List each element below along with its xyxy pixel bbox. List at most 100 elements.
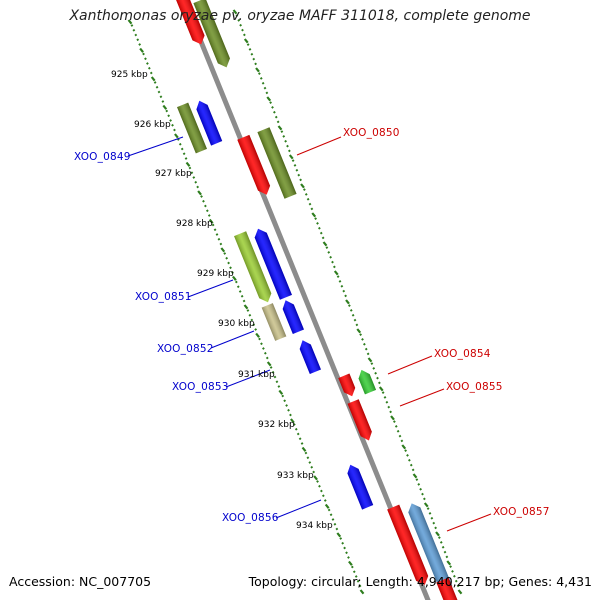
- minor-tick: [339, 537, 343, 540]
- minor-tick: [299, 178, 302, 182]
- minor-tick: [351, 313, 355, 317]
- minor-tick: [451, 570, 454, 573]
- inner-tick-track: [127, 19, 365, 595]
- minor-tick: [260, 342, 263, 346]
- minor-tick: [252, 323, 256, 327]
- minor-tick: [286, 144, 289, 148]
- minor-tick: [456, 584, 460, 588]
- minor-tick: [409, 463, 413, 467]
- major-tick: [243, 38, 249, 44]
- gene-block[interactable]: [356, 368, 377, 395]
- minor-tick: [149, 71, 153, 75]
- minor-tick: [219, 242, 223, 246]
- gene-block[interactable]: [257, 127, 297, 199]
- minor-tick: [344, 294, 347, 298]
- minor-tick: [327, 508, 331, 512]
- minor-tick: [261, 81, 265, 85]
- minor-tick: [236, 285, 240, 289]
- gene-block[interactable]: [234, 231, 274, 304]
- minor-tick: [389, 410, 392, 414]
- major-tick: [446, 560, 452, 566]
- gene-block[interactable]: [237, 134, 272, 197]
- major-tick: [162, 104, 168, 110]
- gene-block[interactable]: [436, 577, 460, 600]
- gene-block[interactable]: [252, 226, 292, 300]
- gene-block[interactable]: [194, 98, 223, 146]
- gene-label-xoo-0854[interactable]: XOO_0854: [434, 348, 491, 360]
- minor-tick: [227, 261, 230, 265]
- gene-label-xoo-0852[interactable]: XOO_0852: [157, 343, 214, 355]
- gene-label-xoo-0851[interactable]: XOO_0851: [135, 291, 192, 303]
- map-title: Xanthomonas oryzae pv. oryzae MAFF 31101…: [69, 8, 531, 24]
- minor-tick: [306, 456, 310, 460]
- major-tick: [345, 299, 350, 305]
- gene-block[interactable]: [261, 303, 287, 341]
- minor-tick: [273, 110, 276, 114]
- minor-tick: [304, 193, 308, 196]
- gene-label-xoo-0856[interactable]: XOO_0856: [222, 512, 279, 524]
- gene-block[interactable]: [297, 338, 321, 375]
- minor-tick: [294, 427, 298, 431]
- minor-tick: [318, 484, 321, 488]
- minor-tick: [417, 483, 421, 486]
- gene-label-xoo-0857[interactable]: XOO_0857: [493, 506, 550, 518]
- minor-tick: [426, 507, 430, 510]
- kbp-position-label: 925 kbp: [111, 70, 148, 80]
- minor-tick: [336, 275, 340, 278]
- minor-tick: [288, 149, 291, 153]
- minor-tick: [282, 135, 286, 138]
- minor-tick: [204, 204, 207, 208]
- minor-tick: [329, 255, 332, 259]
- minor-tick: [325, 246, 329, 249]
- gene-block[interactable]: [347, 399, 375, 442]
- gene-block[interactable]: [177, 102, 207, 154]
- gene-block[interactable]: [338, 373, 357, 399]
- minor-tick: [138, 43, 142, 46]
- minor-tick: [281, 394, 285, 398]
- minor-tick: [147, 66, 151, 70]
- minor-tick: [355, 323, 359, 327]
- minor-tick: [276, 120, 280, 124]
- gene-label-xoo-0849[interactable]: XOO_0849: [74, 151, 131, 163]
- gene-label-xoo-0853[interactable]: XOO_0853: [172, 381, 229, 393]
- minor-tick: [259, 77, 263, 80]
- minor-tick: [248, 48, 252, 51]
- minor-tick: [361, 338, 364, 341]
- kbp-position-label: 926 kbp: [134, 120, 171, 130]
- major-tick: [232, 275, 237, 281]
- gene-label-xoo-0850[interactable]: XOO_0850: [343, 127, 400, 139]
- minor-tick: [265, 91, 269, 95]
- gene-block[interactable]: [280, 298, 304, 335]
- minor-tick: [238, 290, 242, 293]
- gene-block[interactable]: [193, 0, 232, 70]
- minor-tick: [400, 439, 404, 443]
- minor-tick: [363, 342, 366, 346]
- minor-tick: [333, 522, 337, 526]
- minor-tick: [308, 202, 312, 206]
- minor-tick: [155, 85, 159, 89]
- gene-block[interactable]: [168, 0, 207, 47]
- minor-tick: [250, 318, 254, 322]
- minor-tick: [297, 173, 301, 177]
- gene-block[interactable]: [345, 462, 374, 510]
- minor-tick: [316, 480, 319, 483]
- minor-tick: [217, 237, 221, 241]
- outer-tick-track: [232, 9, 463, 595]
- gene-block[interactable]: [406, 501, 453, 592]
- gene-leader-line: [446, 513, 492, 532]
- gene-block[interactable]: [387, 504, 431, 588]
- major-tick: [127, 19, 133, 25]
- major-tick: [356, 328, 362, 334]
- minor-tick: [310, 207, 314, 211]
- minor-tick: [350, 565, 354, 569]
- gene-label-xoo-0855[interactable]: XOO_0855: [446, 381, 503, 393]
- major-tick: [301, 446, 307, 452]
- major-tick: [290, 418, 295, 424]
- minor-tick: [173, 128, 176, 132]
- minor-tick: [240, 294, 244, 298]
- minor-tick: [243, 33, 246, 37]
- minor-tick: [316, 222, 319, 225]
- minor-tick: [277, 385, 281, 388]
- minor-tick: [321, 236, 325, 240]
- minor-tick: [246, 43, 250, 46]
